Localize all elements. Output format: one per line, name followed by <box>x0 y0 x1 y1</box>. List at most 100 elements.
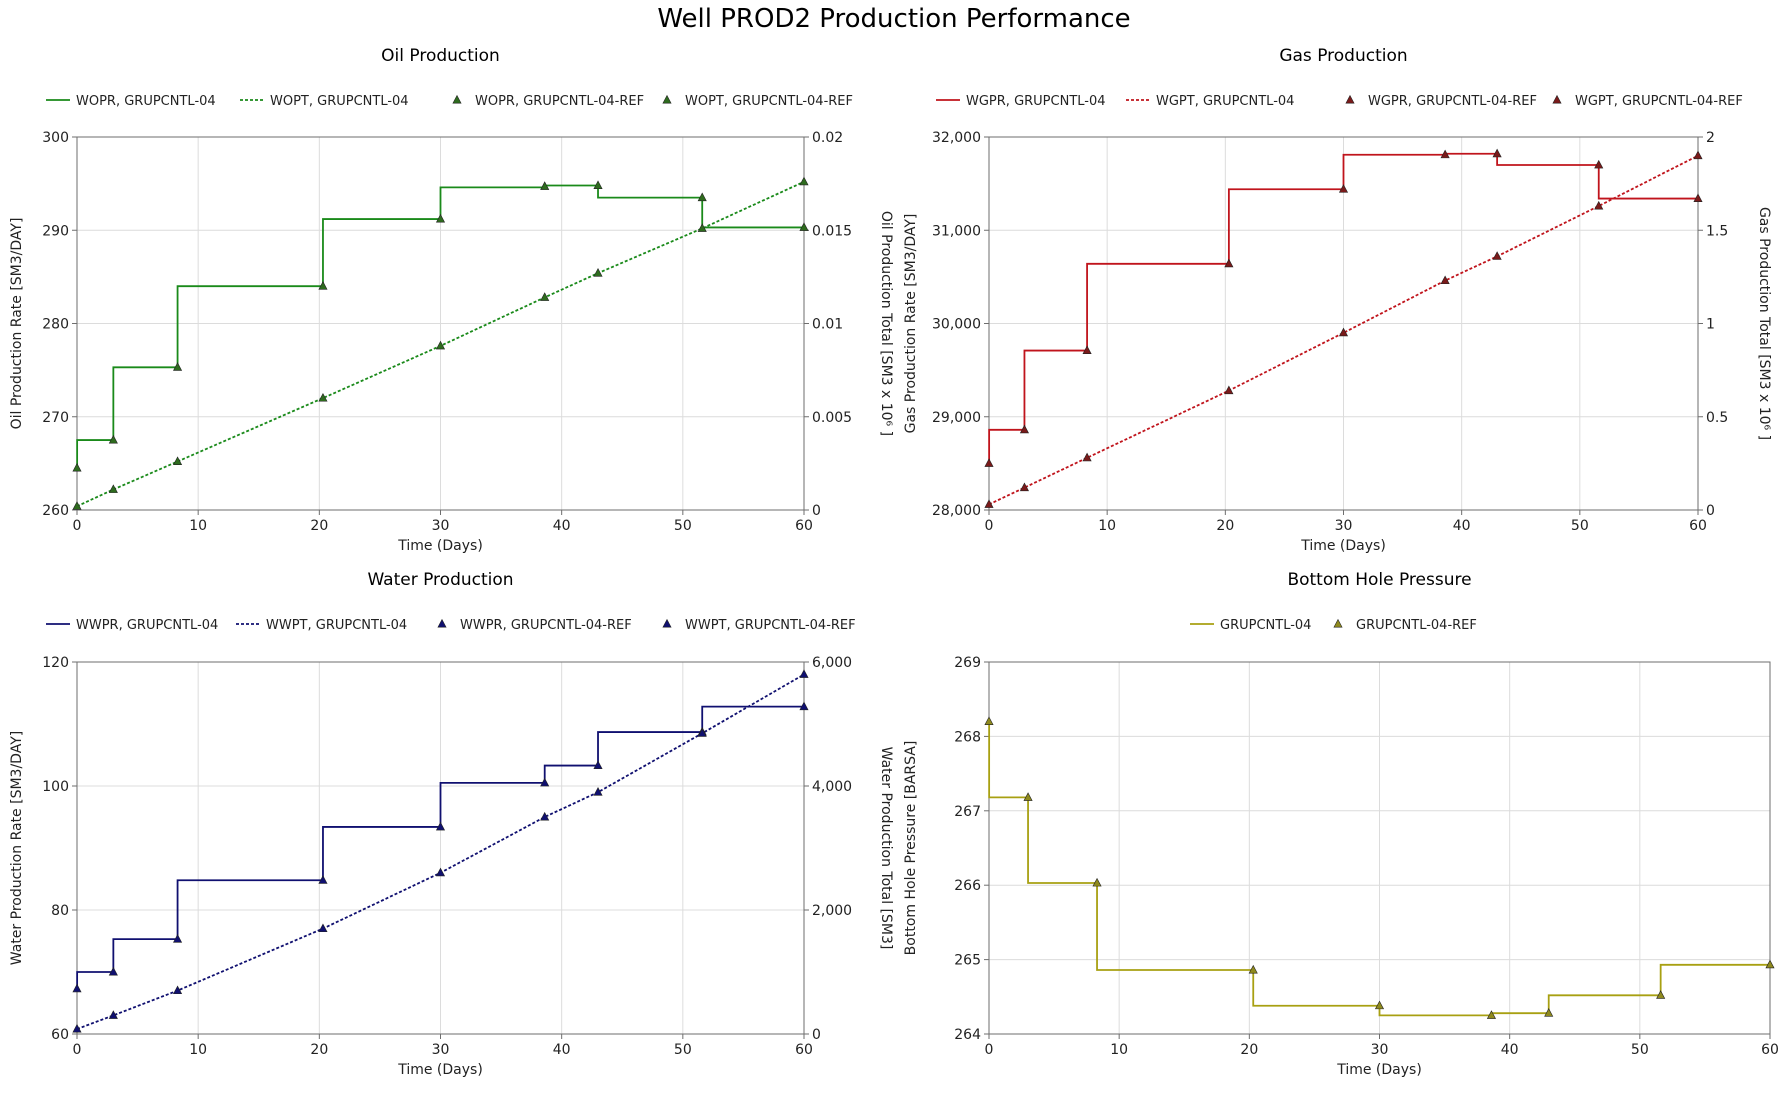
legend-label: WGPR, GRUPCNTL-04 <box>966 94 1106 109</box>
data-point <box>540 777 550 787</box>
data-point <box>173 456 183 465</box>
data-point <box>1082 345 1092 354</box>
x-tick-label: 60 <box>1689 518 1707 534</box>
y-tick-label: 264 <box>954 1027 981 1043</box>
legend-label: WGPR, GRUPCNTL-04-REF <box>1368 94 1537 109</box>
legend-marker <box>1333 618 1343 628</box>
y2-tick-label: 6,000 <box>812 655 852 671</box>
data-point <box>1656 990 1666 999</box>
series-1 <box>988 720 1770 1017</box>
legend-item-1: WOPR, GRUPCNTL-04 <box>46 94 216 109</box>
data-point <box>1693 150 1703 160</box>
x-tick-label: 0 <box>73 518 82 534</box>
legend-item-2: WWPT, GRUPCNTL-04 <box>236 618 407 633</box>
y-axis-label: Oil Production Rate [SM3/DAY] <box>9 218 25 430</box>
y2-tick-label: 0 <box>1706 503 1715 519</box>
data-point <box>1338 184 1349 193</box>
data-point <box>318 923 328 933</box>
data-point <box>984 458 994 467</box>
chart-panel-1: Oil Production 0 10 20 30 40 50 60 260 270 280 290 3… <box>9 46 894 554</box>
data-point <box>799 701 809 711</box>
data-point <box>1248 964 1258 974</box>
legend-marker <box>452 94 462 104</box>
grid-lines <box>988 661 1771 1035</box>
legend-label: WWPT, GRUPCNTL-04-REF <box>685 618 856 633</box>
subplot-title: Oil Production <box>381 46 500 66</box>
legend-label: WOPT, GRUPCNTL-04-REF <box>685 94 853 109</box>
series-1 <box>76 184 804 469</box>
y-tick-label: 300 <box>42 130 69 146</box>
x-axis-label: Time (Days) <box>397 1062 483 1078</box>
data-point <box>1224 258 1234 268</box>
legend-item-2: GRUPCNTL-04-REF <box>1333 618 1477 633</box>
series-line <box>988 154 1699 506</box>
y-tick-label: 28,000 <box>932 503 981 519</box>
data-point <box>593 760 603 769</box>
x-tick-label: 40 <box>553 1042 571 1058</box>
data-point <box>1082 452 1092 462</box>
legend-marker <box>1345 94 1355 104</box>
series-4 <box>72 669 809 1033</box>
data-point <box>593 787 603 796</box>
legend-item-1: GRUPCNTL-04 <box>1190 618 1311 633</box>
x-tick-label: 20 <box>310 1042 328 1058</box>
legend-marker <box>662 94 672 104</box>
y2-tick-label: 0.005 <box>812 410 852 426</box>
data-point <box>1023 792 1033 801</box>
legend-label: GRUPCNTL-04-REF <box>1356 618 1477 633</box>
x-tick-label: 60 <box>1761 1042 1779 1058</box>
subplot-title: Gas Production <box>1279 46 1407 66</box>
y2-tick-label: 1 <box>1706 317 1715 333</box>
data-point <box>173 985 183 995</box>
data-point <box>435 340 446 350</box>
legend: WGPR, GRUPCNTL-04 WGPT, GRUPCNTL-04 WGPR, … <box>936 94 1743 109</box>
x-tick-label: 10 <box>189 518 207 534</box>
series-2 <box>988 154 1699 506</box>
series-2 <box>984 716 1775 1019</box>
data-point <box>1374 1000 1385 1010</box>
y-tick-label: 267 <box>954 804 981 820</box>
y2-tick-label: 0.02 <box>812 130 843 146</box>
y-tick-label: 120 <box>42 655 69 671</box>
data-point <box>1338 327 1349 337</box>
legend-item-4: WGPT, GRUPCNTL-04-REF <box>1552 94 1743 109</box>
y-tick-label: 269 <box>954 655 981 671</box>
legend-marker <box>1552 94 1562 104</box>
data-point <box>1440 149 1450 159</box>
legend-item-3: WOPR, GRUPCNTL-04-REF <box>452 94 644 109</box>
data-point <box>799 176 809 186</box>
data-point <box>318 392 328 402</box>
figure-title: Well PROD2 Production Performance <box>657 4 1131 34</box>
y2-tick-label: 4,000 <box>812 779 852 795</box>
data-point <box>318 875 328 884</box>
legend-label: WOPR, GRUPCNTL-04 <box>76 94 216 109</box>
data-point <box>984 499 994 508</box>
x-tick-label: 50 <box>674 518 692 534</box>
y2-tick-label: 0 <box>812 503 821 519</box>
x-tick-label: 10 <box>1098 518 1116 534</box>
data-point <box>435 821 446 831</box>
legend: WOPR, GRUPCNTL-04 WOPT, GRUPCNTL-04 WOPR, … <box>46 94 853 109</box>
legend-label: WWPR, GRUPCNTL-04-REF <box>460 618 632 633</box>
data-point <box>72 983 82 993</box>
y2-axis-label: Gas Production Total [SM3 x 10⁶ ] <box>1756 207 1772 440</box>
series-3 <box>984 148 1703 467</box>
subplot-title: Water Production <box>367 570 513 590</box>
x-tick-label: 40 <box>1501 1042 1519 1058</box>
x-axis-label: Time (Days) <box>397 538 483 554</box>
y2-tick-label: 1.5 <box>1706 223 1728 239</box>
data-point <box>1765 959 1775 969</box>
x-tick-label: 40 <box>1453 518 1471 534</box>
data-point <box>697 223 707 232</box>
data-point <box>697 728 707 737</box>
y-axis-label: Bottom Hole Pressure [BARSA] <box>903 741 919 956</box>
x-tick-label: 50 <box>674 1042 692 1058</box>
data-point <box>1544 1008 1554 1017</box>
x-tick-label: 40 <box>553 518 571 534</box>
legend-label: GRUPCNTL-04 <box>1220 618 1311 633</box>
legend-item-3: WWPR, GRUPCNTL-04-REF <box>437 618 632 633</box>
legend: WWPR, GRUPCNTL-04 WWPT, GRUPCNTL-04 WWPR, … <box>46 618 856 633</box>
x-tick-label: 20 <box>1240 1042 1258 1058</box>
data-point <box>1224 385 1234 395</box>
y-axis-label: Gas Production Rate [SM3/DAY] <box>903 214 919 434</box>
